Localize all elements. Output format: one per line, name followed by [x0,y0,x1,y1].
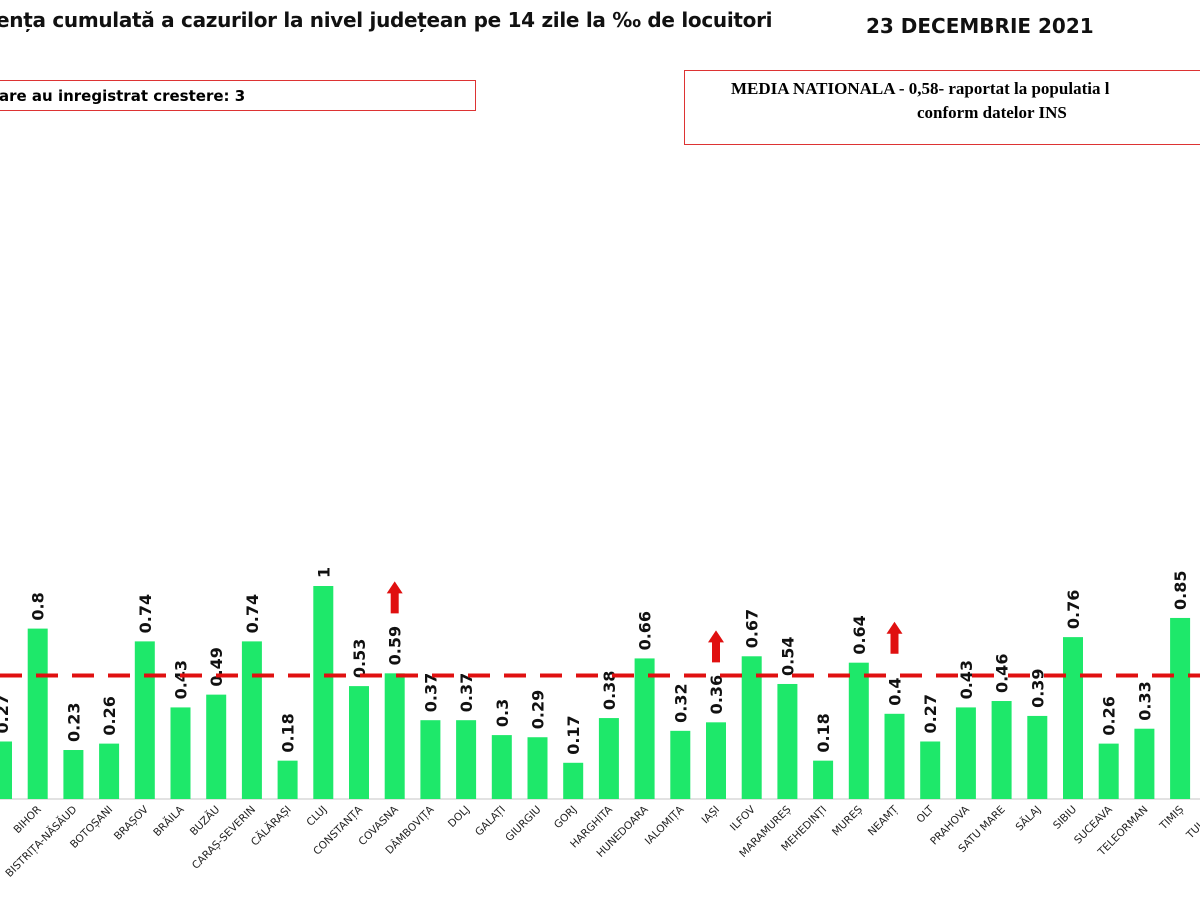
bar [634,658,655,799]
data-label: 0.49 [207,647,226,686]
data-label: 0.59 [386,626,405,665]
category-label: BRĂILA [151,802,188,839]
bar [920,741,941,799]
data-label: 0.37 [457,673,476,712]
category-label: IAȘI [699,804,722,827]
bar [134,641,155,799]
data-label: 0.17 [564,715,583,754]
bar [741,656,762,799]
data-label: 0.18 [279,713,298,752]
increase-arrow-icon [386,581,403,614]
bar [0,741,12,799]
data-label: 1 [314,567,333,578]
increase-count-box: are au inregistrat crestere: 3 [0,80,476,111]
category-label: TIMIȘ [1157,803,1186,832]
category-label: GIURGIU [503,804,543,844]
increase-arrow-icon [886,621,903,654]
data-label: 0.33 [1135,681,1154,720]
bar [884,713,905,799]
increase-arrow-icon [708,630,724,663]
bar [670,730,691,799]
category-label: BRAȘOV [112,803,152,843]
bar [99,743,120,799]
report-date: 23 DECEMBRIE 2021 [866,14,1094,38]
bar [1063,637,1083,799]
bar [170,707,191,799]
data-label: 0.76 [1064,590,1083,629]
data-label: 0.67 [743,609,762,648]
category-label: SIBIU [1051,804,1079,832]
category-label: ILFOV [728,803,758,833]
bar [1027,715,1048,799]
data-label: 0.54 [778,636,797,675]
category-label: NEAMȚ [866,803,901,838]
bar [955,707,976,799]
data-label: 0.32 [671,683,690,722]
bar [598,718,619,799]
bar [277,760,298,799]
bar [706,722,726,799]
bar [777,683,798,799]
category-label: CLUJ [304,804,329,829]
data-label: 0.3 [493,699,512,727]
data-label: 0.36 [707,675,726,714]
chart-title: ența cumulată a cazurilor la nivel județ… [0,8,773,32]
category-label: GORJ [552,804,579,831]
data-label: 0.53 [350,639,369,678]
data-label: 0.37 [421,673,440,712]
bar [527,737,548,799]
bar [206,694,227,799]
bar [456,720,477,799]
data-label: 0.43 [957,660,976,699]
bar [27,628,48,799]
category-label: MUREȘ [830,803,865,838]
data-label: 0.43 [172,660,191,699]
data-label: 0.27 [0,694,12,733]
data-label: 0.66 [636,611,655,650]
bar [313,586,334,799]
category-label: BUZĂU [187,803,222,838]
data-label: 0.26 [1100,696,1119,735]
bar [349,686,369,799]
data-label: 0.18 [814,713,833,752]
national-average-source: conform datelor INS [917,103,1067,122]
bar [63,750,84,799]
category-label: BIHOR [11,804,43,836]
category-label: TULCEA [1184,803,1200,842]
category-label: SĂLAJ [1013,803,1044,834]
bar [813,760,834,799]
bar [848,662,869,799]
bar [563,762,584,799]
data-label: 0.39 [1028,668,1047,707]
data-label: 0.85 [1171,570,1190,609]
category-label: DOLJ [446,804,472,830]
data-label: 0.27 [921,694,940,733]
category-label: CARAȘ-SEVERIN [190,804,258,872]
national-average-box: MEDIA NATIONALA - 0,58- raportat la popu… [684,70,1200,145]
bar [491,735,512,799]
bar [991,701,1012,799]
bar [1134,728,1155,799]
data-label: 0.4 [886,677,905,705]
data-label: 0.8 [29,592,48,620]
data-label: 0.74 [243,594,262,633]
bar [420,720,441,799]
national-average-text: MEDIA NATIONALA - 0,58- raportat la popu… [731,79,1110,98]
data-label: 0.23 [64,703,83,742]
category-label: OLT [914,803,936,825]
bar [384,673,405,799]
category-label: IALOMIȚA [643,803,687,847]
data-label: 0.64 [850,615,869,654]
data-label: 0.38 [600,671,619,710]
bar [1170,617,1191,799]
data-label: 0.29 [529,690,548,729]
bar [1098,743,1119,799]
data-label: 0.46 [993,654,1012,693]
bar [241,641,262,799]
category-label: GALAȚI [473,804,508,839]
data-label: 0.74 [136,594,155,633]
data-label: 0.26 [100,696,119,735]
